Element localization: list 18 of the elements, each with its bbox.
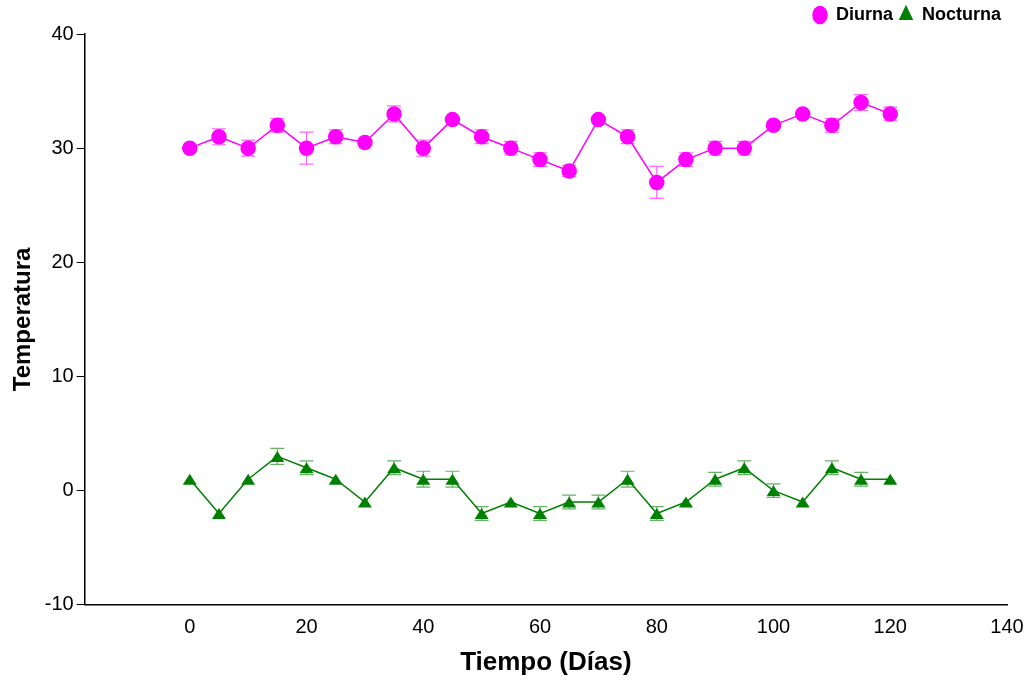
y-tick-label: 40 [51, 21, 74, 44]
x-tick-label: 60 [528, 615, 552, 638]
y-tick-label: 10 [51, 364, 74, 386]
x-tick-label: 0 [184, 615, 196, 638]
legend-label: Diurna [835, 3, 894, 24]
y-tick-label: 0 [62, 478, 74, 501]
x-tick-label: 140 [990, 615, 1024, 638]
x-axis-title: Tiempo (Días) [460, 645, 632, 676]
x-tick-label: 120 [873, 615, 907, 638]
legend-label: Nocturna [922, 3, 1002, 24]
y-tick-label: 20 [51, 249, 74, 272]
y-axis-title: Temperatura [8, 246, 36, 392]
x-tick-label: 20 [295, 615, 318, 638]
x-tick-label: 80 [645, 615, 668, 638]
y-tick-label: 30 [51, 135, 74, 158]
y-tick-label: -10 [44, 592, 74, 615]
x-tick-label: 40 [412, 615, 435, 638]
x-tick-label: 100 [756, 615, 791, 638]
